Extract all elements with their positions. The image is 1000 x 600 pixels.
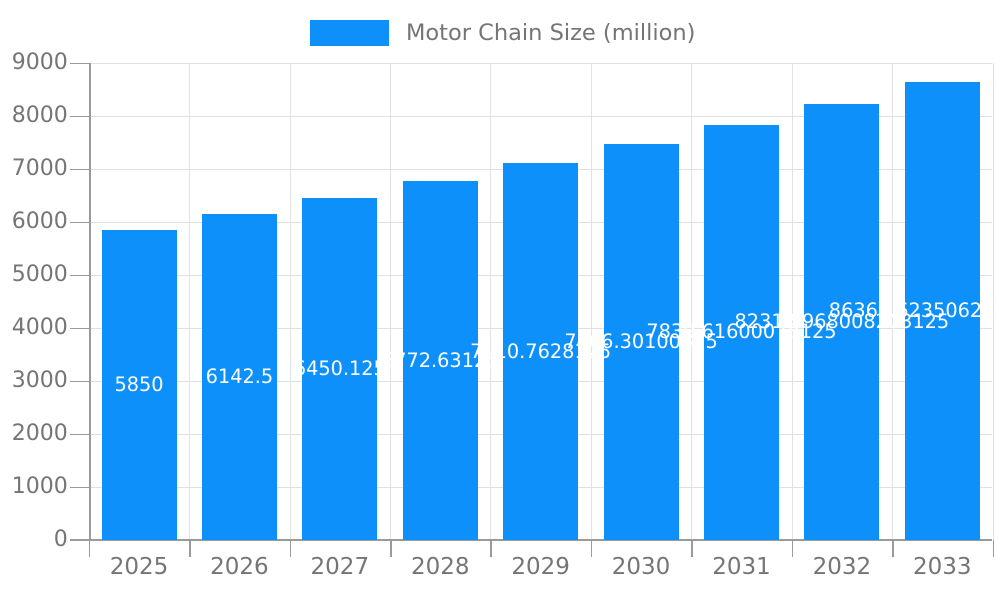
x-axis-category-label: 2025: [109, 554, 169, 580]
x-axis-tick: [189, 540, 191, 557]
y-axis-tick-label: 7000: [11, 156, 68, 181]
x-axis-category-label: 2026: [210, 554, 269, 580]
y-axis-tick-label: 1000: [11, 474, 68, 499]
vertical-gridline: [691, 63, 693, 540]
bar-value-label: 7110.7628125: [470, 339, 612, 363]
y-axis-line: [88, 63, 91, 540]
bar-2030[interactable]: [603, 144, 679, 540]
x-axis-category-label: 2032: [812, 554, 872, 580]
y-axis-tick: [69, 222, 89, 223]
x-axis-tick: [490, 540, 492, 557]
bar-value-label: 8231.5968008203125: [734, 309, 950, 333]
vertical-gridline: [289, 63, 291, 540]
x-axis-tick: [791, 540, 794, 557]
y-axis-tick: [69, 381, 89, 382]
y-axis-tick: [69, 169, 89, 170]
horizontal-gridline: [88, 116, 993, 117]
x-axis-category-label: 2027: [310, 554, 370, 580]
bar-value-label: 5850: [114, 372, 164, 396]
bar-2028[interactable]: [402, 181, 478, 540]
legend-swatch: [310, 20, 389, 46]
vertical-gridline: [590, 63, 592, 540]
horizontal-gridline: [88, 63, 993, 64]
x-axis-tick: [691, 540, 693, 557]
bar-2029[interactable]: [503, 163, 579, 540]
bar-value-label: 7839.61600078125: [646, 320, 837, 344]
x-axis-tick: [590, 540, 593, 557]
x-axis-category-label: 2031: [712, 554, 771, 580]
y-axis-tick-label: 8000: [11, 103, 68, 128]
bar-2031[interactable]: [703, 124, 779, 540]
bar-2027[interactable]: [302, 198, 378, 540]
y-axis-tick-label: 4000: [11, 315, 68, 340]
x-axis-category-label: 2029: [511, 554, 570, 580]
bar-value-label: 8636.16235062503125: [828, 299, 1000, 323]
vertical-gridline: [390, 63, 392, 540]
y-axis-tick-label: 5000: [11, 262, 68, 287]
x-axis-tick: [992, 540, 994, 557]
vertical-gridline: [992, 63, 994, 540]
vertical-gridline: [490, 63, 492, 540]
legend-item[interactable]: Motor Chain Size (million): [310, 20, 695, 46]
y-axis-tick-label: 2000: [11, 421, 68, 446]
y-axis-tick-label: 6000: [11, 209, 68, 234]
bar-value-label: 6142.5: [205, 365, 274, 389]
y-axis-tick: [69, 275, 89, 276]
bar-value-label: 6450.125: [293, 357, 386, 381]
x-axis-category-label: 2030: [611, 554, 671, 580]
y-axis-tick: [69, 63, 89, 64]
bar-2032[interactable]: [804, 103, 880, 540]
vertical-gridline: [791, 63, 793, 540]
x-axis-tick: [390, 540, 392, 557]
bar-2026[interactable]: [201, 214, 277, 540]
x-axis-tick: [289, 540, 292, 557]
x-axis-category-label: 2033: [913, 554, 972, 580]
x-axis-tick: [892, 540, 894, 557]
bar-2033[interactable]: [904, 82, 980, 540]
y-axis-tick-label: 9000: [11, 50, 68, 75]
y-axis-tick: [69, 487, 89, 488]
x-axis-tick: [88, 540, 91, 557]
bar-2025[interactable]: [101, 229, 177, 540]
y-axis-tick-label: 3000: [11, 368, 68, 393]
y-axis-tick: [69, 116, 89, 117]
x-axis-line: [69, 539, 993, 541]
bar-value-label: 6772.63125: [381, 348, 499, 372]
bar-value-label: 7466.30100625: [564, 330, 718, 354]
legend-label: Motor Chain Size (million): [406, 20, 696, 46]
y-axis-tick: [69, 328, 89, 329]
x-axis-category-label: 2028: [410, 554, 470, 580]
vertical-gridline: [892, 63, 894, 540]
y-axis-tick: [69, 434, 89, 435]
vertical-gridline: [189, 63, 191, 540]
y-axis-tick-label: 0: [53, 527, 68, 552]
